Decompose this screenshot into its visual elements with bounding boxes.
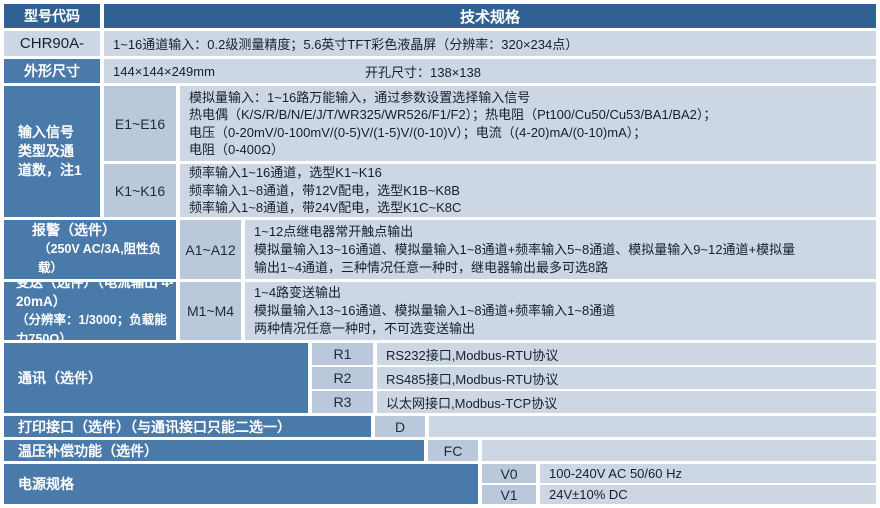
spec-table: 型号代码 技术规格 CHR90A- 1~16通道输入：0.2级测量精度；5.6英… (4, 4, 876, 504)
print-code: D (375, 416, 425, 437)
input-signal-section: 输入信号 类型及通 道数，注1 E1~E16 模拟量输入：1~16路万能输入，通… (4, 86, 876, 217)
comm-code-r1: R1 (312, 343, 373, 365)
temp-comp-section: 温压补偿功能（选件） FC (4, 440, 876, 461)
model-row: CHR90A- 1~16通道输入：0.2级测量精度；5.6英寸TFT彩色液晶屏（… (4, 31, 876, 56)
comm-text-r1: RS232接口,Modbus-RTU协议 (377, 343, 876, 365)
comm-text-r2: RS485接口,Modbus-RTU协议 (377, 367, 876, 389)
alarm-section: 报警（选件） （250V AC/3A,阻性负载） A1~A12 1~12点继电器… (4, 220, 876, 279)
temp-comp-code: FC (428, 440, 478, 461)
dimensions-row: 外形尺寸 144×144×249mm 开孔尺寸：138×138 (4, 59, 876, 83)
dimensions-label: 外形尺寸 (4, 59, 100, 83)
input-signal-label: 输入信号 类型及通 道数，注1 (4, 86, 100, 217)
comm-label: 通讯（选件） (4, 343, 308, 413)
power-text-v1: 24V±10% DC (540, 485, 876, 504)
header-row: 型号代码 技术规格 (4, 4, 876, 28)
comm-row-r1: R1 RS232接口,Modbus-RTU协议 (312, 343, 876, 365)
frequency-input-row: K1~K16 频率输入1~16通道，选型K1~K16 频率输入1~8通道，带12… (104, 164, 876, 217)
outer-dimensions: 144×144×249mm (113, 63, 215, 79)
comm-code-r3: R3 (312, 391, 373, 413)
model-description: 1~16通道输入：0.2级测量精度；5.6英寸TFT彩色液晶屏（分辨率：320×… (104, 31, 876, 56)
print-label: 打印接口（选件）（与通讯接口只能二选一） (4, 416, 371, 437)
print-section: 打印接口（选件）（与通讯接口只能二选一） D (4, 416, 876, 437)
power-row-v0: V0 100-240V AC 50/60 Hz (482, 464, 876, 483)
transmit-label: 变送（选件）（电流输出 4-20mA） （分辨率：1/3000；负载能力750Ω… (4, 282, 176, 340)
cutout-dimensions: 开孔尺寸：138×138 (365, 64, 481, 80)
alarm-detail: 1~12点继电器常开触点输出 模拟量输入13~16通道、模拟量输入1~8通道+频… (245, 220, 876, 279)
comm-code-r2: R2 (312, 367, 373, 389)
power-label: 电源规格 (4, 464, 478, 504)
frequency-input-detail: 频率输入1~16通道，选型K1~K16 频率输入1~8通道，带12V配电，选型K… (180, 164, 876, 217)
header-tech-spec: 技术规格 (104, 4, 876, 28)
frequency-input-code: K1~K16 (104, 164, 176, 217)
power-code-v0: V0 (482, 464, 536, 483)
power-section: 电源规格 V0 100-240V AC 50/60 Hz V1 24V±10% … (4, 464, 876, 504)
alarm-label: 报警（选件） （250V AC/3A,阻性负载） (4, 220, 176, 279)
power-text-v0: 100-240V AC 50/60 Hz (540, 464, 876, 483)
dimensions-value-cell: 144×144×249mm 开孔尺寸：138×138 (104, 59, 876, 83)
power-code-v1: V1 (482, 485, 536, 504)
comm-row-r3: R3 以太网接口,Modbus-TCP协议 (312, 391, 876, 413)
transmit-code: M1~M4 (180, 282, 241, 340)
comm-text-r3: 以太网接口,Modbus-TCP协议 (377, 391, 876, 413)
analog-input-code: E1~E16 (104, 86, 176, 161)
analog-input-row: E1~E16 模拟量输入：1~16路万能输入，通过参数设置选择输入信号 热电偶（… (104, 86, 876, 161)
print-empty-cell (429, 416, 876, 437)
comm-section: 通讯（选件） R1 RS232接口,Modbus-RTU协议 R2 RS485接… (4, 343, 876, 413)
model-code: CHR90A- (4, 31, 100, 56)
analog-input-detail: 模拟量输入：1~16路万能输入，通过参数设置选择输入信号 热电偶（K/S/R/B… (180, 86, 876, 161)
transmit-detail: 1~4路变送输出 模拟量输入13~16通道、模拟量输入1~8通道+频率输入1~8… (245, 282, 876, 340)
comm-row-r2: R2 RS485接口,Modbus-RTU协议 (312, 367, 876, 389)
power-row-v1: V1 24V±10% DC (482, 485, 876, 504)
transmit-section: 变送（选件）（电流输出 4-20mA） （分辨率：1/3000；负载能力750Ω… (4, 282, 876, 340)
header-model-code: 型号代码 (4, 4, 100, 28)
temp-comp-label: 温压补偿功能（选件） (4, 440, 424, 461)
alarm-code: A1~A12 (180, 220, 241, 279)
temp-comp-empty-cell (482, 440, 876, 461)
